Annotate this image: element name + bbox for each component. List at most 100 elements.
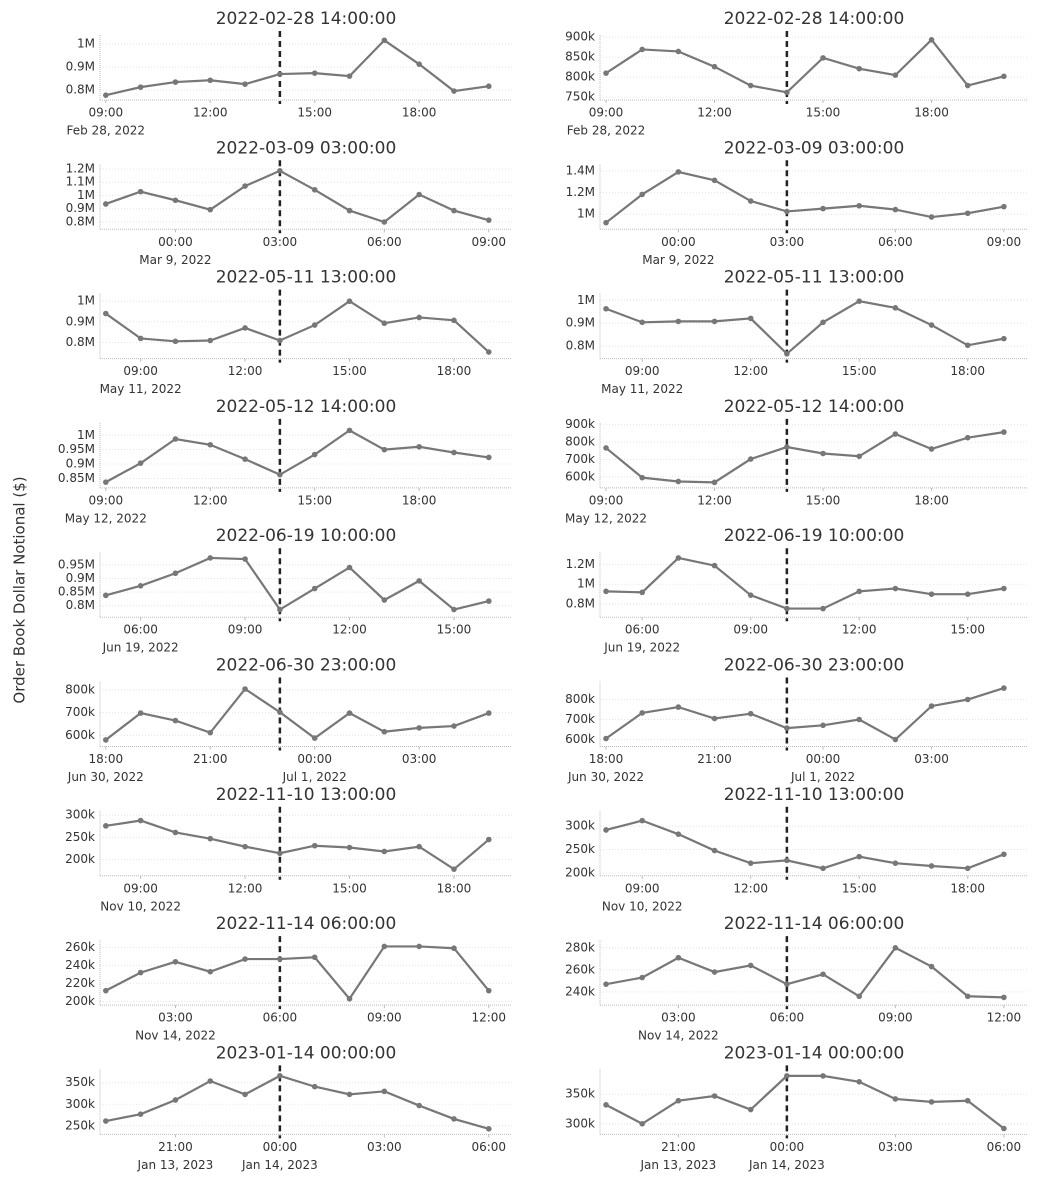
y-tick-label: 1.4M [566, 163, 595, 177]
x-tick-label: 09:00 [733, 623, 768, 637]
x-tick-label: 09:00 [228, 623, 263, 637]
data-point [1001, 585, 1007, 592]
data-point [820, 722, 826, 729]
y-axis-label: Order Book Dollar Notional ($) [11, 476, 29, 703]
data-point [137, 969, 144, 976]
data-point [416, 578, 422, 584]
data-point [928, 591, 935, 597]
data-point [311, 954, 318, 961]
data-point [784, 1073, 790, 1079]
y-tick-label: 0.9M [566, 316, 595, 330]
y-tick-label: 0.95M [58, 557, 95, 571]
data-point [856, 298, 863, 304]
data-point [277, 168, 283, 174]
data-point [416, 943, 422, 950]
data-point [103, 737, 109, 743]
data-point [784, 444, 790, 450]
data-point [892, 431, 899, 437]
y-tick-label: 1.2M [66, 161, 95, 175]
y-tick-label: 1M [577, 293, 595, 307]
data-point [416, 443, 422, 450]
x-date-label: Mar 9, 2022 [642, 253, 714, 267]
data-point [964, 993, 971, 1000]
y-tick-label: 0.9M [66, 201, 95, 215]
data-point [603, 981, 609, 987]
data-point [103, 592, 109, 599]
data-point [747, 198, 754, 204]
data-point [820, 605, 826, 612]
chart-title: 2022-03-09 03:00:00 [724, 138, 905, 158]
series-line [605, 300, 1005, 356]
x-tick-label: 18:00 [950, 364, 985, 378]
data-point [964, 1097, 971, 1104]
y-tick-label: 700k [565, 452, 595, 466]
x-date-label: Nov 14, 2022 [638, 1029, 719, 1043]
data-point [747, 315, 754, 322]
data-point [137, 188, 144, 195]
data-point [892, 860, 899, 866]
data-point [172, 1097, 179, 1103]
y-tick-label: 900k [565, 30, 595, 44]
data-point [381, 37, 388, 44]
series-line [105, 429, 489, 484]
x-tick-label: 15:00 [806, 106, 841, 120]
data-point [277, 71, 283, 77]
data-point [820, 55, 826, 61]
data-point [242, 1091, 248, 1098]
data-point [416, 191, 422, 198]
chart-title: 2023-01-14 00:00:00 [216, 1043, 397, 1063]
data-point [242, 956, 248, 962]
data-point [711, 479, 718, 486]
data-point [675, 169, 682, 175]
data-point [277, 956, 283, 962]
data-point [1001, 73, 1007, 80]
x-date-label: Jan 13, 2023 [137, 1158, 214, 1172]
data-point [103, 310, 109, 317]
data-point [856, 202, 863, 209]
data-point [207, 968, 214, 975]
x-date-label: Feb 28, 2022 [67, 124, 146, 138]
data-point [172, 79, 179, 85]
data-point [856, 453, 863, 460]
chart-title: 2022-06-19 10:00:00 [724, 526, 905, 546]
x-tick-label: 03:00 [158, 1011, 193, 1025]
x-date-label: May 12, 2022 [65, 511, 147, 525]
data-point [311, 842, 318, 849]
series-line [105, 945, 490, 1001]
data-point [242, 843, 248, 850]
data-point [603, 588, 609, 595]
data-point [856, 65, 863, 72]
data-point [242, 183, 248, 189]
x-tick-label: 15:00 [437, 623, 472, 637]
data-point [675, 478, 682, 485]
chart-title: 2022-05-11 13:00:00 [216, 268, 397, 288]
data-point [856, 853, 863, 860]
data-point [784, 208, 790, 215]
data-point [784, 857, 790, 864]
data-point [747, 710, 754, 717]
data-point [675, 48, 682, 55]
x-tick-label: 12:00 [193, 106, 228, 120]
x-date-label: May 11, 2022 [100, 382, 182, 396]
data-point [928, 863, 935, 869]
x-tick-label: 18:00 [589, 752, 624, 766]
x-tick-label: 06:00 [123, 623, 158, 637]
data-point [451, 723, 457, 729]
data-point [675, 704, 682, 710]
y-tick-label: 900k [565, 417, 595, 431]
data-point [137, 1111, 144, 1117]
y-tick-label: 1M [577, 577, 595, 591]
data-point [603, 827, 609, 833]
data-point [928, 322, 935, 328]
x-tick-label: 09:00 [471, 235, 506, 249]
x-tick-label: 21:00 [158, 1140, 193, 1154]
data-point [711, 63, 718, 70]
data-point [747, 1106, 754, 1113]
x-date-label: May 12, 2022 [565, 511, 647, 525]
y-tick-label: 200k [565, 865, 595, 879]
y-tick-label: 200k [65, 994, 95, 1008]
x-tick-label: 09:00 [589, 493, 624, 507]
chart-title: 2022-06-30 23:00:00 [216, 656, 397, 676]
x-date-label: Jan 14, 2023 [748, 1158, 825, 1172]
data-point [964, 210, 971, 217]
